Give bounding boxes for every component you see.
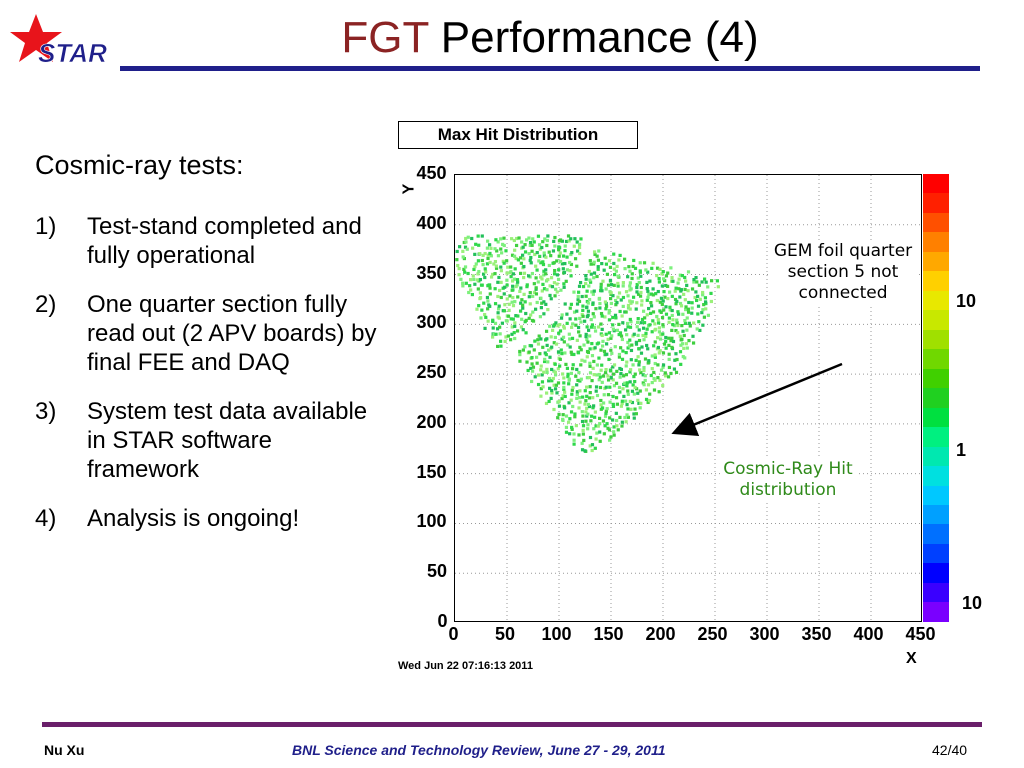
x-tick-label: 450: [905, 624, 936, 644]
x-tick-label: 300: [749, 624, 780, 644]
palette-swatch: [923, 563, 949, 583]
x-tick-label: 200: [645, 624, 676, 644]
palette-label-mid: 1: [956, 440, 967, 460]
palette-swatch: [923, 446, 949, 467]
palette-swatch: [923, 504, 949, 525]
title-accent: FGT: [341, 13, 429, 62]
title-divider: [120, 66, 980, 71]
intro-text: Cosmic-ray tests:: [35, 150, 244, 180]
cosmic-ray-annotation: Cosmic-Ray Hit distribution: [720, 459, 856, 501]
x-tick-label: 150: [593, 624, 624, 644]
y-tick-label: 350: [416, 262, 447, 283]
hit-points: [455, 234, 720, 453]
x-tick-label: 400: [853, 624, 884, 644]
palette-label-top: 10: [956, 291, 977, 311]
palette-swatch: [923, 290, 949, 311]
y-tick-label: 50: [427, 561, 448, 582]
palette-swatch: [923, 251, 949, 272]
palette-swatch: [923, 193, 949, 213]
palette-swatch: [923, 212, 949, 233]
palette-swatch: [923, 407, 949, 428]
x-tick-label: 250: [697, 624, 728, 644]
palette-swatch: [923, 466, 949, 486]
palette-swatch: [923, 582, 949, 603]
plot-timestamp: Wed Jun 22 07:16:13 2011: [398, 660, 533, 672]
bullet-item: 1) Test-stand completed and fully operati…: [35, 213, 362, 269]
star-icon: [10, 14, 62, 62]
footer-event: BNL Science and Technology Review, June …: [292, 742, 666, 758]
palette-swatch: [923, 602, 949, 622]
hit-distribution-canvas: [455, 175, 923, 623]
x-axis-label: X: [906, 650, 917, 667]
y-tick-label: 0: [437, 611, 448, 631]
palette-swatch: [923, 232, 949, 252]
plot-title: Max Hit Distribution: [398, 121, 638, 149]
y-tick-label: 200: [416, 411, 447, 432]
footer-divider: [42, 722, 982, 727]
y-tick-label: 400: [416, 212, 447, 233]
bullet-item: 4) Analysis is ongoing!: [35, 505, 300, 532]
palette-swatch: [923, 543, 949, 564]
color-palette: [923, 174, 949, 622]
palette-swatch: [923, 524, 949, 544]
y-tick-label: 450: [416, 163, 447, 183]
title-rest: Performance (4): [428, 13, 759, 62]
x-tick-label: 50: [495, 624, 516, 644]
palette-swatch: [923, 388, 949, 408]
x-tick-label: 350: [801, 624, 832, 644]
bullet-item: 3) System test data available in STAR sof…: [35, 398, 368, 483]
footer-author: Nu Xu: [44, 742, 85, 758]
x-tick-label: 0: [448, 624, 459, 644]
page-number: 42/40: [932, 742, 968, 758]
palette-swatch: [923, 310, 949, 330]
y-tick-label: 300: [416, 312, 447, 333]
palette-swatch: [923, 427, 949, 447]
y-tick-label: 250: [416, 362, 447, 383]
x-tick-label: 100: [541, 624, 572, 644]
y-tick-label: 150: [416, 461, 447, 482]
palette-swatch: [923, 174, 949, 194]
palette-swatch: [923, 271, 949, 291]
bullet-list: 1) Test-stand completed and fully operati…: [35, 212, 380, 553]
slide-title: FGT Performance (4): [250, 10, 850, 66]
palette-swatch: [923, 349, 949, 369]
logo-text: STAR: [38, 38, 107, 68]
palette-label-bottom: 10: [962, 593, 983, 613]
y-tick-label: 100: [416, 511, 447, 532]
palette-swatch: [923, 329, 949, 350]
y-axis-label: Y: [400, 183, 418, 195]
palette-swatch: [923, 485, 949, 505]
star-logo: STAR: [8, 12, 126, 72]
gem-foil-annotation: GEM foil quarter section 5 not connected: [768, 241, 918, 304]
palette-swatch: [923, 368, 949, 389]
bullet-item: 2) One quarter section fully read out (2 …: [35, 291, 377, 376]
